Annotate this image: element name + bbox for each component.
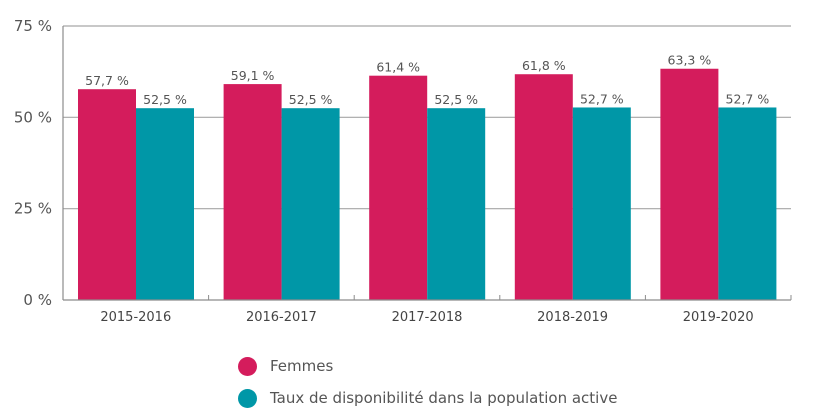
data-label: 61,4 %: [376, 60, 420, 75]
data-label: 52,5 %: [289, 92, 333, 107]
bar-femmes: [514, 74, 573, 300]
axes: [62, 26, 792, 301]
bar-femmes: [660, 68, 719, 300]
bar-taux: [718, 107, 777, 300]
data-label: 63,3 %: [668, 53, 712, 68]
legend-item-femmes: Femmes: [238, 350, 617, 382]
bar-taux: [427, 108, 486, 300]
data-label: 52,5 %: [143, 92, 187, 107]
data-label: 57,7 %: [85, 73, 129, 88]
x-tick-label: 2019-2020: [683, 310, 754, 325]
y-tick-label: 50 %: [14, 108, 52, 126]
y-tick-label: 75 %: [14, 17, 52, 35]
data-labels: 57,7 % 52,5 % 59,1 % 52,5 % 61,4 % 52,5 % 61,8…: [85, 53, 769, 107]
legend: Femmes Taux de disponibilité dans la pop…: [238, 350, 617, 414]
x-tick-label: 2018-2019: [537, 310, 608, 325]
legend-dot-femmes-icon: [238, 356, 257, 376]
x-axis-tick-labels: 2015-2016 2016-2017 2017-2018 2018-2019 2019…: [100, 310, 753, 325]
bar-chart: 0 % 25 % 50 % 75 % 57,7 % 52,5 % 59,1 % 52,5 %…: [14, 17, 792, 325]
legend-label-femmes: Femmes: [270, 357, 334, 375]
data-label: 52,7 %: [726, 91, 770, 106]
bar-femmes: [369, 75, 428, 300]
data-label: 52,5 %: [434, 92, 478, 107]
y-tick-label: 25 %: [14, 200, 52, 218]
y-tick-label: 0 %: [23, 291, 52, 309]
legend-dot-taux-icon: [238, 388, 257, 408]
legend-item-taux-disponibilite: Taux de disponibilité dans la population…: [238, 382, 617, 414]
bar-femmes: [223, 84, 282, 300]
legend-label-taux-disponibilite: Taux de disponibilité dans la population…: [270, 389, 618, 407]
x-tick-label: 2017-2018: [392, 310, 463, 325]
y-axis-tick-labels: 0 % 25 % 50 % 75 %: [14, 17, 52, 309]
data-label: 52,7 %: [580, 91, 624, 106]
data-label: 61,8 %: [522, 58, 566, 73]
data-label: 59,1 %: [231, 68, 275, 83]
bar-taux: [281, 108, 340, 300]
x-tick-label: 2015-2016: [100, 310, 171, 325]
x-tick-label: 2016-2017: [246, 310, 317, 325]
bars: [78, 68, 777, 300]
bar-taux: [136, 108, 194, 300]
bar-taux: [572, 107, 631, 300]
bar-femmes: [78, 89, 136, 300]
